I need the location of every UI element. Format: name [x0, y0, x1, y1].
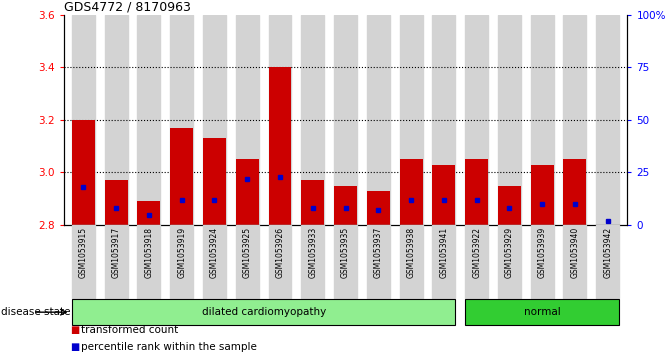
Bar	[367, 191, 390, 225]
Bar	[564, 15, 586, 225]
Bar	[334, 225, 357, 298]
Text: GSM1053935: GSM1053935	[341, 227, 350, 278]
Bar	[72, 299, 456, 325]
Bar	[531, 164, 554, 225]
Text: dilated cardiomyopathy: dilated cardiomyopathy	[201, 307, 325, 317]
Bar	[268, 225, 291, 298]
Bar	[268, 15, 291, 225]
Bar	[138, 201, 160, 225]
Bar	[400, 225, 423, 298]
Bar	[400, 15, 423, 225]
Bar	[170, 15, 193, 225]
Bar	[367, 225, 390, 298]
Bar	[236, 15, 259, 225]
Bar	[268, 67, 291, 225]
Text: GSM1053918: GSM1053918	[144, 227, 154, 278]
Bar	[203, 138, 226, 225]
Bar	[334, 15, 357, 225]
Text: GSM1053915: GSM1053915	[79, 227, 88, 278]
Bar	[236, 159, 259, 225]
Bar	[400, 159, 423, 225]
Bar	[301, 180, 324, 225]
Text: GSM1053929: GSM1053929	[505, 227, 514, 278]
Bar	[105, 15, 127, 225]
Text: normal: normal	[524, 307, 560, 317]
Bar	[465, 159, 488, 225]
Bar	[432, 225, 456, 298]
Text: percentile rank within the sample: percentile rank within the sample	[81, 342, 256, 352]
Text: transformed count: transformed count	[81, 325, 178, 335]
Bar	[334, 185, 357, 225]
Bar	[170, 225, 193, 298]
Bar	[465, 15, 488, 225]
Bar	[72, 15, 95, 225]
Bar	[72, 120, 95, 225]
Bar	[301, 225, 324, 298]
Bar	[465, 299, 619, 325]
Bar	[531, 15, 554, 225]
Bar	[432, 164, 456, 225]
Bar	[72, 225, 95, 298]
Text: GDS4772 / 8170963: GDS4772 / 8170963	[64, 0, 191, 13]
Bar	[236, 225, 259, 298]
Bar	[597, 225, 619, 298]
Text: GSM1053937: GSM1053937	[374, 227, 383, 278]
Bar	[564, 225, 586, 298]
Bar	[465, 225, 488, 298]
Bar	[498, 225, 521, 298]
Bar	[367, 15, 390, 225]
Bar	[432, 15, 456, 225]
Bar	[498, 185, 521, 225]
Bar	[203, 225, 226, 298]
Text: GSM1053917: GSM1053917	[111, 227, 121, 278]
Text: ■: ■	[70, 342, 80, 352]
Text: GSM1053924: GSM1053924	[210, 227, 219, 278]
Bar	[203, 15, 226, 225]
Bar	[498, 15, 521, 225]
Bar	[138, 225, 160, 298]
Bar	[105, 180, 127, 225]
Text: disease state: disease state	[1, 307, 70, 317]
Bar	[170, 128, 193, 225]
Text: GSM1053941: GSM1053941	[440, 227, 448, 278]
Text: GSM1053940: GSM1053940	[570, 227, 580, 278]
Text: GSM1053926: GSM1053926	[276, 227, 285, 278]
Bar	[564, 159, 586, 225]
Text: GSM1053922: GSM1053922	[472, 227, 481, 278]
Bar	[105, 225, 127, 298]
Text: GSM1053919: GSM1053919	[177, 227, 187, 278]
Bar	[301, 15, 324, 225]
Text: GSM1053939: GSM1053939	[537, 227, 547, 278]
Bar	[138, 15, 160, 225]
Text: GSM1053938: GSM1053938	[407, 227, 415, 278]
Text: GSM1053925: GSM1053925	[243, 227, 252, 278]
Bar	[531, 225, 554, 298]
Text: GSM1053933: GSM1053933	[308, 227, 317, 278]
Text: ■: ■	[70, 325, 80, 335]
Bar	[597, 15, 619, 225]
Text: GSM1053942: GSM1053942	[603, 227, 612, 278]
